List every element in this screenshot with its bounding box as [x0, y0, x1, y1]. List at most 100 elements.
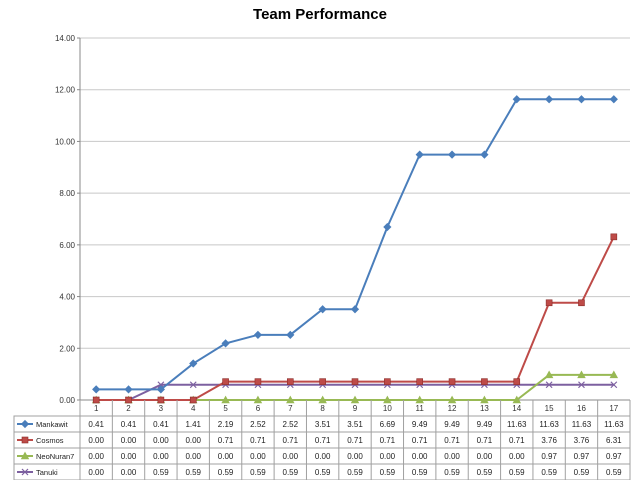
data-label: 0.97 — [574, 452, 590, 461]
data-point — [125, 396, 132, 404]
data-label: 0.59 — [606, 468, 622, 477]
data-label: 1.41 — [185, 420, 201, 429]
data-point — [286, 395, 295, 404]
x-tick-label: 11 — [416, 404, 425, 413]
y-tick-label: 12.00 — [55, 86, 76, 95]
data-point — [383, 395, 392, 404]
x-tick-label: 2 — [126, 404, 131, 413]
data-label: 0.59 — [477, 468, 493, 477]
data-label: 0.41 — [88, 420, 104, 429]
series-layer — [91, 95, 619, 404]
data-label: 0.00 — [121, 468, 137, 477]
data-label: 0.97 — [541, 452, 557, 461]
data-point — [286, 378, 294, 385]
data-label: 0.59 — [347, 468, 363, 477]
data-point — [481, 378, 488, 385]
data-point — [383, 222, 392, 232]
x-tick-label: 10 — [383, 404, 392, 413]
y-tick-label: 0.00 — [59, 396, 75, 405]
data-label: 3.76 — [541, 436, 557, 445]
data-point — [124, 385, 133, 394]
data-point — [350, 305, 360, 314]
data-point — [351, 378, 359, 385]
data-label: 0.00 — [185, 452, 201, 461]
data-label: 9.49 — [477, 420, 493, 429]
legend-label: Cosmos — [36, 436, 64, 445]
data-label: 0.00 — [88, 436, 104, 445]
data-label: 0.00 — [444, 452, 460, 461]
data-label: 0.59 — [315, 468, 331, 477]
data-label: 0.59 — [218, 468, 234, 477]
data-point — [480, 150, 489, 159]
data-label: 11.63 — [539, 420, 559, 429]
data-point-stroke — [545, 381, 553, 389]
data-point — [512, 95, 521, 104]
data-point — [221, 395, 230, 404]
series-mankawit — [92, 95, 618, 394]
x-tick-label: 3 — [159, 404, 164, 413]
data-label: 0.59 — [412, 468, 428, 477]
data-point — [513, 378, 521, 385]
data-point-stroke — [189, 381, 197, 389]
data-label: 0.00 — [121, 452, 137, 461]
data-point — [157, 396, 165, 404]
data-point — [609, 370, 619, 379]
x-tick-label: 9 — [353, 404, 358, 413]
data-point — [610, 233, 618, 241]
data-point — [577, 370, 586, 379]
data-point — [21, 468, 29, 476]
chart-title: Team Performance — [253, 6, 387, 23]
data-point — [416, 378, 424, 385]
x-tick-label: 15 — [545, 404, 554, 413]
data-point — [253, 395, 263, 404]
data-label: 0.71 — [218, 436, 234, 445]
data-label: 0.71 — [477, 436, 493, 445]
data-label: 9.49 — [412, 420, 428, 429]
data-label: 6.31 — [606, 436, 622, 445]
data-label: 0.71 — [315, 436, 331, 445]
data-label: 6.69 — [380, 420, 396, 429]
data-label: 0.00 — [315, 452, 331, 461]
x-tick-label: 17 — [609, 404, 618, 413]
data-point — [318, 395, 327, 404]
data-point — [610, 381, 618, 389]
data-point-stroke — [578, 381, 585, 389]
data-point — [545, 95, 554, 104]
data-point — [578, 381, 585, 389]
data-label: 0.00 — [412, 452, 428, 461]
data-label: 2.52 — [250, 420, 266, 429]
series-cosmos — [92, 233, 618, 404]
data-point — [92, 396, 100, 404]
data-point-stroke — [21, 468, 29, 476]
series-neonuran7 — [91, 370, 619, 404]
data-label: 0.71 — [250, 436, 266, 445]
data-label: 0.00 — [218, 452, 234, 461]
data-label: 11.63 — [507, 420, 527, 429]
data-point — [480, 395, 489, 404]
data-label: 3.51 — [315, 420, 331, 429]
legend-label: Mankawit — [36, 420, 69, 429]
data-point — [447, 150, 457, 159]
series-line — [96, 236, 615, 401]
data-point — [189, 359, 198, 368]
data-point — [20, 451, 30, 460]
data-label: 0.00 — [477, 452, 493, 461]
data-label: 0.00 — [185, 436, 201, 445]
data-label: 0.71 — [347, 436, 363, 445]
data-point — [512, 395, 522, 404]
data-label: 2.19 — [218, 420, 234, 429]
data-point — [21, 436, 29, 444]
data-label: 0.00 — [153, 436, 169, 445]
data-point — [578, 299, 585, 307]
data-point — [222, 378, 229, 385]
data-label: 0.59 — [509, 468, 525, 477]
data-label: 0.00 — [283, 452, 299, 461]
data-label: 0.59 — [185, 468, 201, 477]
data-label: 0.59 — [153, 468, 169, 477]
legend-label: Tanuki — [36, 468, 58, 477]
data-label: 0.59 — [541, 468, 557, 477]
data-point — [253, 330, 263, 339]
y-tick-label: 6.00 — [59, 241, 75, 250]
